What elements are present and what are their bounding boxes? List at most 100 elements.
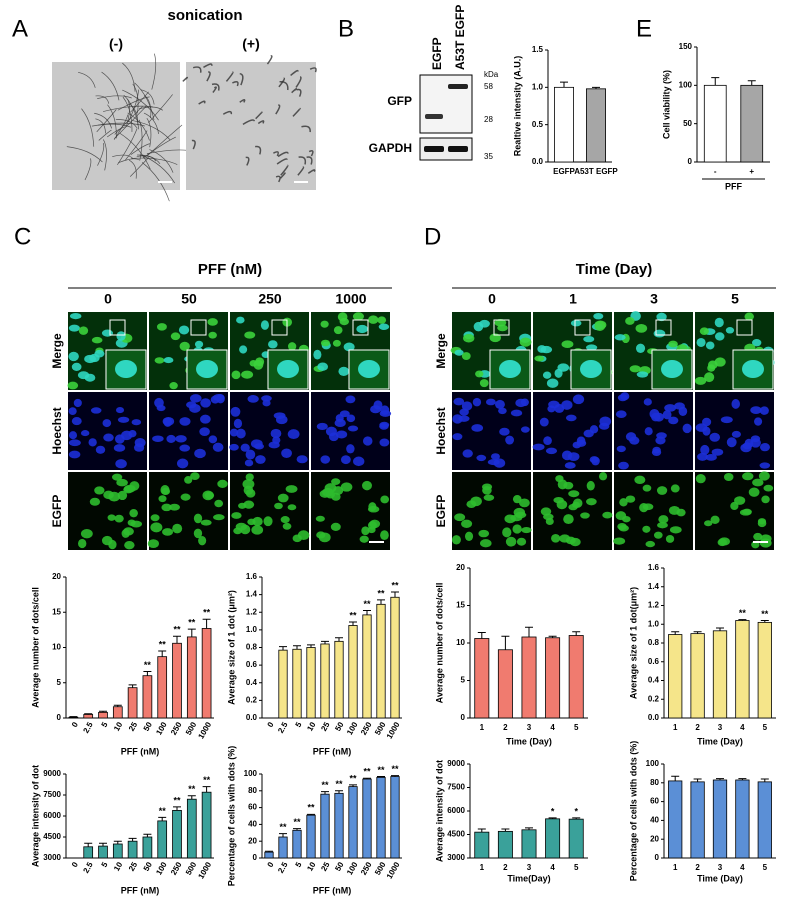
y-tick-label: 20	[52, 572, 61, 581]
cell	[207, 318, 218, 326]
cell	[704, 372, 715, 383]
bar	[334, 792, 344, 859]
x-tick-label: 1	[480, 723, 485, 732]
cell	[731, 399, 740, 409]
cell	[520, 426, 530, 433]
fibril	[308, 150, 314, 157]
y-tick-label: 100	[679, 80, 693, 89]
cell	[763, 484, 774, 492]
cell	[297, 530, 310, 541]
y-tick-label: 0.6	[246, 660, 258, 669]
x-tick-label: 250	[169, 860, 184, 877]
cell	[485, 398, 496, 406]
cell	[576, 436, 586, 445]
x-tick-label: 4	[550, 723, 555, 732]
cell	[678, 406, 688, 417]
bar	[668, 780, 683, 859]
cell	[695, 474, 706, 484]
blot-row-label: GAPDH	[369, 141, 412, 155]
cell	[694, 376, 707, 385]
error-bar	[716, 627, 724, 631]
cell	[337, 312, 348, 322]
cell	[231, 512, 242, 519]
cell	[282, 522, 292, 530]
cell	[115, 459, 127, 469]
cell	[519, 498, 530, 508]
significance: **	[159, 806, 167, 816]
cell	[193, 513, 203, 524]
fibril	[203, 63, 213, 69]
x-tick-label: 5	[574, 723, 579, 732]
y-axis-label: Cell viability (%)	[661, 70, 671, 139]
cell	[711, 448, 724, 456]
cell	[131, 419, 142, 426]
fibril	[122, 96, 133, 132]
bar	[306, 647, 316, 719]
cell	[452, 433, 463, 441]
error-bar	[377, 776, 385, 778]
y-tick-label: 1.2	[648, 601, 660, 610]
error-bar	[128, 837, 137, 842]
cell	[328, 432, 339, 442]
bar	[292, 829, 302, 859]
cell	[368, 502, 377, 512]
fibril	[131, 157, 178, 165]
fibril	[96, 109, 117, 133]
error-bar	[265, 850, 273, 853]
cell	[554, 368, 563, 378]
fibril	[78, 71, 96, 88]
fibril	[245, 156, 250, 166]
cell	[657, 522, 668, 529]
error-bar	[113, 704, 122, 707]
cell	[757, 518, 767, 525]
cell	[89, 497, 101, 506]
column-label: 1000	[335, 291, 366, 307]
cell	[475, 370, 484, 378]
cell	[759, 406, 769, 415]
cell	[490, 453, 500, 460]
cell	[642, 484, 652, 492]
cell	[101, 329, 114, 337]
x-tick-label: 3	[527, 863, 532, 872]
error-bar	[307, 644, 315, 648]
cell	[241, 370, 254, 379]
cell	[461, 401, 473, 411]
cell	[656, 312, 667, 322]
fibril	[95, 118, 106, 134]
cell	[236, 428, 246, 439]
error-bar	[279, 646, 287, 651]
column-label: 5	[731, 291, 739, 307]
significance: **	[761, 609, 769, 619]
cell	[274, 502, 283, 510]
bar	[712, 630, 728, 719]
cell	[714, 317, 724, 328]
fibril	[122, 89, 159, 121]
cell	[331, 478, 341, 485]
y-tick-label: 20	[456, 563, 465, 572]
y-tick-label: 60	[248, 803, 257, 812]
cell	[189, 403, 201, 413]
cell	[618, 461, 629, 470]
y-tick-label: 0.0	[532, 157, 544, 166]
fibril	[114, 105, 148, 139]
fibril	[301, 125, 311, 133]
cell	[622, 515, 631, 523]
cell	[68, 351, 79, 362]
panel-letter: E	[636, 15, 652, 42]
fibril	[206, 71, 211, 82]
cell	[247, 518, 256, 526]
bar	[362, 778, 372, 859]
cell	[462, 449, 473, 458]
x-tick-label: 1	[673, 863, 678, 872]
cell	[580, 360, 602, 378]
x-tick-label: 10	[305, 720, 318, 733]
cell	[658, 515, 669, 524]
y-axis-label: Average size of 1 dot(μm²)	[628, 587, 638, 699]
bar	[334, 640, 344, 719]
bar	[568, 635, 584, 719]
y-tick-label: 0	[655, 853, 660, 862]
x-tick-label: -	[714, 167, 717, 176]
fibril	[132, 120, 171, 140]
cell	[102, 419, 112, 428]
cell	[645, 540, 656, 548]
